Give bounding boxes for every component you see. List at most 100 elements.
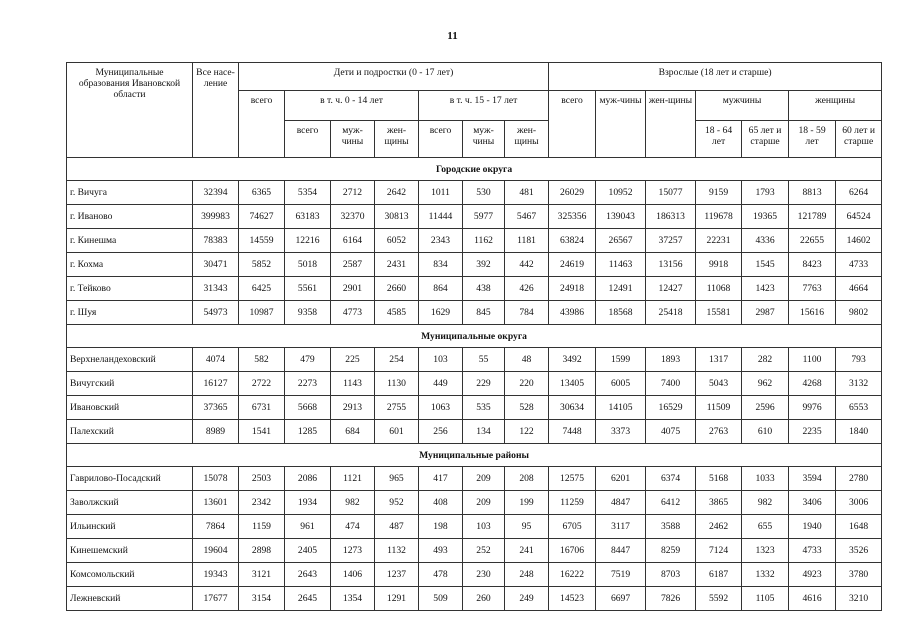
value-cell: 14523: [548, 586, 597, 611]
value-cell: 2643: [284, 562, 331, 587]
value-cell: 1934: [284, 490, 331, 515]
value-cell: 19343: [192, 562, 239, 587]
value-cell: 248: [503, 562, 550, 587]
value-cell: 5043: [695, 371, 743, 396]
value-cell: 438: [462, 276, 505, 301]
value-cell: 63183: [284, 204, 331, 229]
value-cell: 22655: [788, 228, 837, 253]
value-cell: 2086: [284, 466, 331, 491]
value-cell: 1285: [284, 419, 331, 444]
value-cell: 5561: [284, 276, 331, 301]
section-title: Муниципальные районы: [65, 443, 883, 467]
header-women-60: 60 лет и старше: [835, 120, 883, 158]
header-15-17-men: муж-чины: [462, 120, 505, 158]
value-cell: 784: [503, 300, 550, 325]
value-cell: 6731: [238, 395, 285, 420]
value-cell: 30634: [548, 395, 597, 420]
value-cell: 6365: [238, 180, 285, 205]
table-row: г. Иваново 399983 74627 63183 32370 30813 1144…: [66, 204, 883, 229]
value-cell: 530: [462, 180, 505, 205]
value-cell: 399983: [192, 204, 239, 229]
value-cell: 6264: [835, 180, 883, 205]
value-cell: 32394: [192, 180, 239, 205]
value-cell: 4733: [788, 538, 837, 563]
section-header-row: Городские округа: [65, 157, 883, 181]
header-adults: Взрослые (18 лет и старше): [548, 62, 883, 91]
value-cell: 7400: [645, 371, 697, 396]
value-cell: 2898: [238, 538, 285, 563]
value-cell: 103: [418, 347, 463, 372]
value-cell: 7448: [548, 419, 597, 444]
table-row: Комсомольский 19343 3121 2643 1406 1237 478 230…: [66, 562, 883, 587]
value-cell: 1545: [741, 252, 790, 277]
value-cell: 4923: [788, 562, 837, 587]
value-cell: 478: [418, 562, 463, 587]
table-row: Вичугский 16127 2722 2273 1143 1130 449 229 220 1…: [66, 371, 883, 396]
value-cell: 103: [462, 514, 505, 539]
header-0-14-men: муж-чины: [330, 120, 375, 158]
value-cell: 220: [503, 371, 550, 396]
header-age-15-17: в т. ч. 15 - 17 лет: [417, 90, 550, 121]
value-cell: 37365: [192, 395, 239, 420]
value-cell: 9976: [788, 395, 837, 420]
row-name-cell: г. Шуя: [66, 300, 193, 325]
table-row: Гаврилово-Посадский 15078 2503 2086 1121 965 4…: [66, 466, 883, 491]
value-cell: 655: [741, 514, 790, 539]
value-cell: 601: [374, 419, 419, 444]
value-cell: 16529: [645, 395, 697, 420]
value-cell: 2235: [788, 419, 837, 444]
value-cell: 122: [503, 419, 550, 444]
value-cell: 17677: [192, 586, 239, 611]
header-0-14-women: жен-щины: [374, 120, 419, 158]
section-header-row: Муниципальные округа: [65, 324, 883, 348]
value-cell: 2660: [374, 276, 419, 301]
value-cell: 4616: [788, 586, 837, 611]
value-cell: 1033: [741, 466, 790, 491]
value-cell: 509: [418, 586, 463, 611]
value-cell: 11509: [695, 395, 743, 420]
value-cell: 982: [330, 490, 375, 515]
value-cell: 19604: [192, 538, 239, 563]
value-cell: 6005: [595, 371, 647, 396]
value-cell: 15581: [695, 300, 743, 325]
value-cell: 256: [418, 419, 463, 444]
table-row: Ивановский 37365 6731 5668 2913 2755 1063 535 52…: [66, 395, 883, 420]
value-cell: 16127: [192, 371, 239, 396]
value-cell: 9358: [284, 300, 331, 325]
value-cell: 834: [418, 252, 463, 277]
header-15-17-women: жен-щины: [503, 120, 550, 158]
value-cell: 961: [284, 514, 331, 539]
header-women-18-59: 18 - 59 лет: [788, 120, 837, 158]
value-cell: 4268: [788, 371, 837, 396]
value-cell: 965: [374, 466, 419, 491]
value-cell: 1291: [374, 586, 419, 611]
value-cell: 26029: [548, 180, 597, 205]
value-cell: 282: [741, 347, 790, 372]
value-cell: 793: [835, 347, 883, 372]
header-adults-men: муж-чины: [595, 90, 647, 158]
value-cell: 4074: [192, 347, 239, 372]
value-cell: 4075: [645, 419, 697, 444]
value-cell: 139043: [595, 204, 647, 229]
value-cell: 1317: [695, 347, 743, 372]
value-cell: 55: [462, 347, 505, 372]
value-cell: 13156: [645, 252, 697, 277]
value-cell: 199: [503, 490, 550, 515]
value-cell: 15077: [645, 180, 697, 205]
value-cell: 2722: [238, 371, 285, 396]
value-cell: 6052: [374, 228, 419, 253]
value-cell: 1354: [330, 586, 375, 611]
value-cell: 30813: [374, 204, 419, 229]
value-cell: 3406: [788, 490, 837, 515]
table-row: г. Шуя 54973 10987 9358 4773 4585 1629 845 784 43…: [66, 300, 883, 325]
value-cell: 12216: [284, 228, 331, 253]
value-cell: 3210: [835, 586, 883, 611]
value-cell: 230: [462, 562, 505, 587]
value-cell: 962: [741, 371, 790, 396]
row-name-cell: Заволжский: [66, 490, 193, 515]
value-cell: 392: [462, 252, 505, 277]
value-cell: 24918: [548, 276, 597, 301]
value-cell: 1323: [741, 538, 790, 563]
value-cell: 6201: [595, 466, 647, 491]
value-cell: 32370: [330, 204, 375, 229]
